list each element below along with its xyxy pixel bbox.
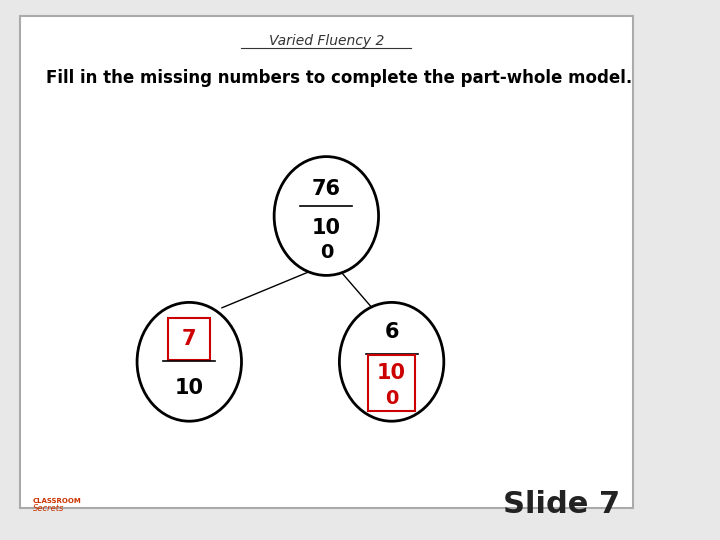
Ellipse shape xyxy=(274,157,379,275)
Text: 76: 76 xyxy=(312,179,341,199)
Text: Slide 7: Slide 7 xyxy=(503,490,620,519)
Text: Fill in the missing numbers to complete the part-whole model.: Fill in the missing numbers to complete … xyxy=(45,69,632,87)
Text: 10: 10 xyxy=(377,362,406,383)
FancyBboxPatch shape xyxy=(19,16,633,508)
Text: 7: 7 xyxy=(182,329,197,349)
Ellipse shape xyxy=(137,302,241,421)
Text: 0: 0 xyxy=(385,389,398,408)
Text: Varied Fluency 2: Varied Fluency 2 xyxy=(269,33,384,48)
Ellipse shape xyxy=(339,302,444,421)
Text: 0: 0 xyxy=(320,243,333,262)
Text: 10: 10 xyxy=(312,218,341,238)
FancyBboxPatch shape xyxy=(168,318,210,360)
Text: Secrets: Secrets xyxy=(32,504,64,513)
FancyBboxPatch shape xyxy=(368,355,415,411)
Text: CLASSROOM: CLASSROOM xyxy=(32,498,81,504)
Text: 6: 6 xyxy=(384,322,399,342)
Text: 10: 10 xyxy=(175,377,204,398)
